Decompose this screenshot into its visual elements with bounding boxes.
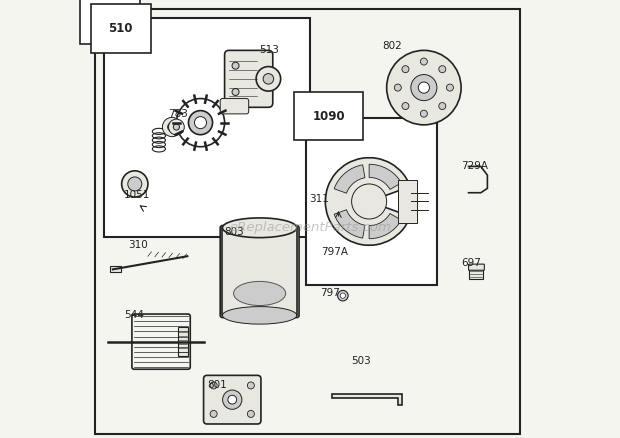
Text: 729A: 729A [461, 162, 488, 171]
Wedge shape [334, 165, 365, 193]
FancyBboxPatch shape [220, 226, 299, 318]
Circle shape [122, 171, 148, 197]
Text: 783: 783 [167, 109, 187, 119]
Text: 1090: 1090 [312, 110, 345, 123]
Wedge shape [369, 164, 401, 189]
Circle shape [394, 84, 401, 91]
Ellipse shape [223, 307, 297, 324]
Polygon shape [397, 180, 417, 223]
Circle shape [352, 184, 387, 219]
Circle shape [402, 102, 409, 110]
Text: 803: 803 [224, 227, 244, 237]
Text: 311: 311 [309, 194, 329, 204]
Text: 310: 310 [128, 240, 148, 250]
Text: 544: 544 [124, 311, 144, 320]
Text: 503: 503 [352, 357, 371, 366]
Circle shape [128, 177, 142, 191]
Circle shape [256, 67, 281, 91]
Circle shape [387, 50, 461, 125]
Circle shape [411, 74, 437, 101]
Circle shape [247, 410, 254, 417]
FancyBboxPatch shape [469, 269, 484, 279]
Circle shape [232, 62, 239, 69]
Ellipse shape [234, 282, 286, 306]
Circle shape [263, 74, 273, 84]
Circle shape [446, 84, 453, 91]
FancyBboxPatch shape [469, 264, 484, 270]
Text: 802: 802 [383, 41, 402, 51]
Wedge shape [334, 210, 365, 238]
Wedge shape [326, 158, 410, 245]
FancyBboxPatch shape [224, 50, 273, 107]
Circle shape [338, 290, 348, 301]
Circle shape [174, 124, 179, 130]
FancyBboxPatch shape [203, 375, 261, 424]
FancyBboxPatch shape [220, 99, 249, 114]
Wedge shape [369, 214, 401, 239]
FancyBboxPatch shape [110, 266, 121, 272]
Circle shape [167, 123, 177, 131]
Text: 697: 697 [461, 258, 481, 268]
Circle shape [223, 390, 242, 409]
Circle shape [420, 110, 427, 117]
Text: 309: 309 [97, 13, 122, 26]
Text: 797: 797 [320, 289, 340, 298]
Circle shape [228, 395, 237, 404]
Circle shape [188, 110, 213, 135]
FancyBboxPatch shape [104, 18, 310, 237]
Circle shape [439, 66, 446, 73]
Text: eReplacementParts.com: eReplacementParts.com [229, 221, 391, 234]
Circle shape [162, 117, 182, 137]
Circle shape [210, 382, 217, 389]
Circle shape [232, 88, 239, 95]
Circle shape [247, 382, 254, 389]
Circle shape [418, 82, 430, 93]
FancyBboxPatch shape [95, 9, 520, 434]
Circle shape [195, 117, 206, 129]
Circle shape [420, 58, 427, 65]
Text: 510: 510 [108, 22, 133, 35]
Circle shape [439, 102, 446, 110]
Circle shape [210, 410, 217, 417]
Circle shape [402, 66, 409, 73]
Text: 513: 513 [260, 46, 280, 55]
FancyBboxPatch shape [178, 327, 187, 356]
Text: 797A: 797A [321, 247, 348, 257]
Circle shape [340, 293, 345, 298]
Text: 801: 801 [207, 381, 227, 390]
Polygon shape [332, 394, 402, 405]
Text: 1051: 1051 [124, 190, 150, 200]
FancyBboxPatch shape [306, 118, 437, 285]
Circle shape [169, 119, 184, 135]
Ellipse shape [223, 218, 297, 237]
